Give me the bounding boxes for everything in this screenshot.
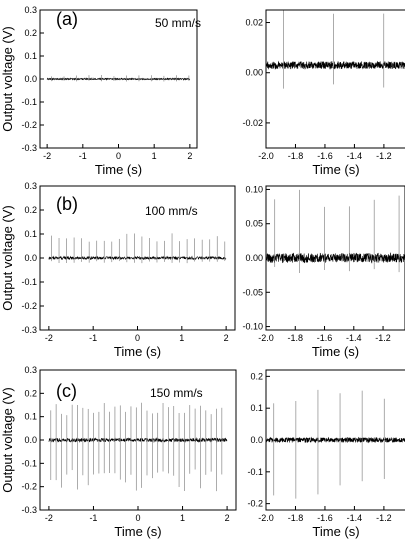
y-tick-label: 0.00	[245, 253, 263, 263]
signal-trace	[266, 436, 405, 444]
y-axis-label: Output voltage (V)	[0, 26, 15, 132]
x-axis-label: Time (s)	[95, 162, 142, 177]
x-tick-label: -1.6	[317, 151, 333, 161]
y-tick-label: -0.10	[242, 322, 263, 332]
x-axis-label: Time (s)	[312, 162, 359, 177]
panel-a-left: -2 -1 0 1 2 -0.3 -0.2 -0.1 0.0 0.1 0.2 0.3 Time (s) (…	[0, 5, 201, 177]
x-tick-label: -1.2	[376, 513, 392, 523]
signal-trace	[266, 60, 405, 70]
y-tick-label: 0.0	[24, 253, 37, 263]
y-tick-label: -0.3	[21, 325, 37, 335]
y-tick-label: 0.1	[24, 412, 37, 422]
x-tick-label: -2.0	[258, 333, 274, 343]
signal-trace	[46, 77, 191, 81]
y-tick-label: 0.02	[245, 18, 263, 28]
x-tick-label: -1.6	[317, 333, 333, 343]
x-axis-label: Time (s)	[114, 524, 161, 539]
y-axis-label: Output voltage (V)	[0, 387, 15, 493]
x-tick-label: -1.2	[376, 151, 392, 161]
x-axis-label: Time (s)	[312, 524, 359, 539]
y-tick-label: 0.1	[24, 51, 37, 61]
axes-frame	[265, 9, 405, 149]
x-tick-label: -1	[79, 151, 87, 161]
x-tick-label: -1	[89, 513, 97, 523]
y-tick-label: -0.2	[247, 499, 263, 509]
signal-trace	[48, 255, 227, 261]
y-tick-label: 0.2	[24, 388, 37, 398]
x-tick-label: -2.0	[258, 513, 274, 523]
y-tick-label: -0.1	[21, 277, 37, 287]
y-tick-label: 0.2	[24, 205, 37, 215]
y-tick-label: 0.1	[24, 229, 37, 239]
panel-label: (a)	[56, 9, 78, 29]
x-tick-label: 1	[180, 513, 185, 523]
y-tick-label: 0.3	[24, 181, 37, 191]
speed-annotation: 150 mm/s	[150, 386, 203, 400]
x-tick-label: 0	[135, 333, 140, 343]
x-axis-label: Time (s)	[312, 344, 359, 359]
y-tick-label: -0.3	[21, 505, 37, 515]
x-tick-label: -2.0	[258, 151, 274, 161]
x-axis-label: Time (s)	[114, 344, 161, 359]
y-tick-label: 0.0	[24, 435, 37, 445]
y-tick-label: 0.2	[250, 371, 263, 381]
y-tick-label: -0.2	[21, 301, 37, 311]
x-tick-label: 2	[224, 333, 229, 343]
panel-b-left: -2 -1 0 1 2 -0.3 -0.2 -0.1 0.0 0.1 0.2 0.3 Time (s) (…	[0, 181, 236, 359]
panel-label: (c)	[56, 381, 77, 401]
x-tick-label: -2	[45, 333, 53, 343]
y-tick-label: 0.1	[250, 403, 263, 413]
x-tick-label: 1	[152, 151, 157, 161]
x-tick-label: -2	[43, 151, 51, 161]
y-tick-label: 0.0	[24, 74, 37, 84]
y-tick-label: 0.00	[245, 68, 263, 78]
y-tick-label: -0.1	[21, 97, 37, 107]
panel-b-right: -2.0 -1.8 -1.6 -1.4 -1.2 -0.10 -0.05 0.00 0.05 0.…	[242, 184, 405, 359]
x-tick-label: -1.8	[288, 513, 304, 523]
x-tick-label: -1.4	[346, 333, 362, 343]
y-tick-label: -0.1	[21, 458, 37, 468]
x-tick-label: 2	[187, 151, 192, 161]
signal-trace	[266, 252, 405, 264]
panel-label: (b)	[56, 194, 78, 214]
y-axis-label: Output voltage (V)	[0, 205, 15, 311]
x-tick-label: -1.2	[375, 333, 391, 343]
x-tick-label: 0	[135, 513, 140, 523]
y-tick-label: 0.05	[245, 219, 263, 229]
x-tick-label: 2	[225, 513, 230, 523]
y-tick-label: -0.3	[21, 143, 37, 153]
x-tick-label: -1.8	[288, 333, 304, 343]
speed-annotation: 100 mm/s	[145, 204, 198, 218]
x-tick-label: -1.8	[288, 151, 304, 161]
x-tick-label: -1	[89, 333, 97, 343]
x-tick-label: -1.6	[317, 513, 333, 523]
x-tick-label: -2	[45, 513, 53, 523]
speed-annotation: 50 mm/s	[155, 16, 201, 30]
y-tick-label: 0.0	[250, 435, 263, 445]
y-tick-label: -0.2	[21, 120, 37, 130]
x-tick-label: 0	[116, 151, 121, 161]
panel-c-right: -2.0 -1.8 -1.6 -1.4 -1.2 -0.2 -0.1 0.0 0.1 0.2 Tim…	[247, 369, 405, 539]
signal-trace	[48, 437, 228, 444]
panel-c-left: -2 -1 0 1 2 -0.3 -0.2 -0.1 0.0 0.1 0.2 0.3 Time (s) (…	[0, 365, 237, 539]
y-tick-label: 0.3	[24, 5, 37, 15]
y-tick-label: -0.02	[242, 118, 263, 128]
x-tick-label: -1.4	[347, 151, 363, 161]
panel-a-right: -2.0 -1.8 -1.6 -1.4 -1.2 -0.02 0.00 0.02 Time (s…	[242, 9, 405, 177]
y-tick-label: -0.2	[21, 482, 37, 492]
y-tick-label: -0.1	[247, 467, 263, 477]
y-tick-label: -0.05	[242, 287, 263, 297]
y-tick-label: 0.10	[245, 184, 263, 194]
x-tick-label: 1	[179, 333, 184, 343]
y-tick-label: 0.2	[24, 28, 37, 38]
x-tick-label: -1.4	[347, 513, 363, 523]
y-tick-label: 0.3	[24, 365, 37, 375]
